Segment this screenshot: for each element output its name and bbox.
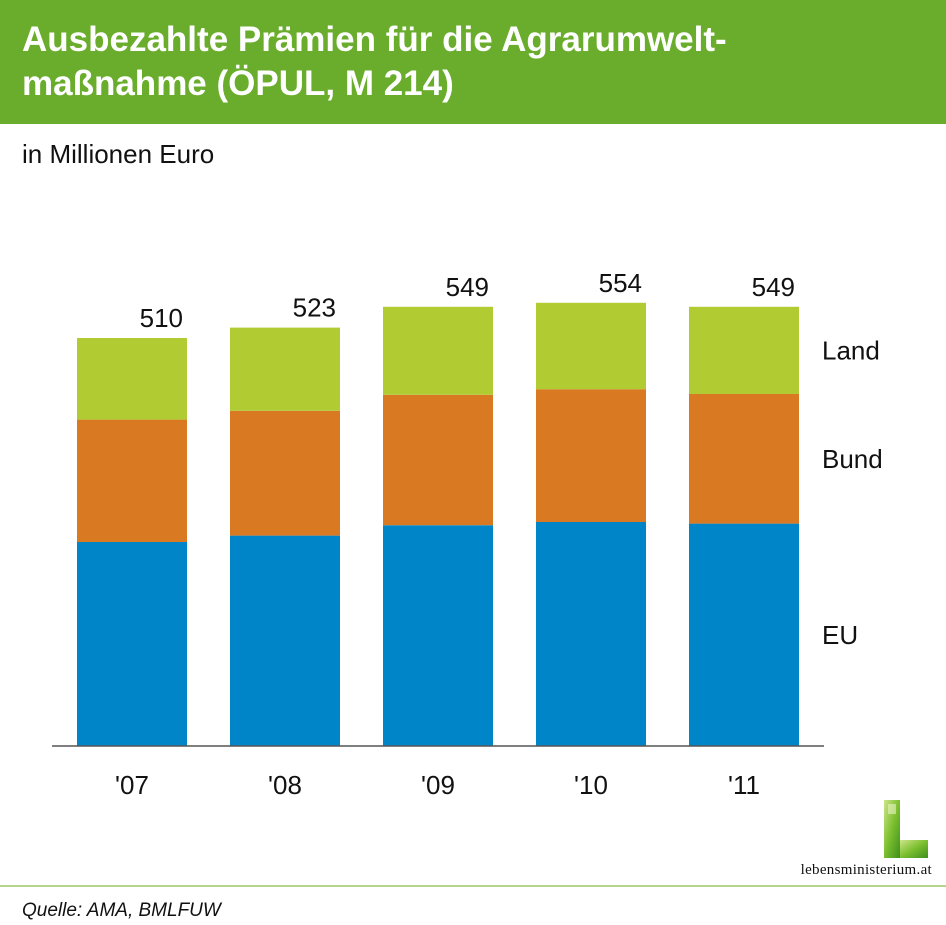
total-label-1: 523 bbox=[293, 293, 336, 323]
x-tick-label-1: '08 bbox=[268, 770, 302, 800]
x-tick-label-2: '09 bbox=[421, 770, 455, 800]
bar-eu-2 bbox=[383, 525, 493, 746]
legend-land: Land bbox=[822, 335, 880, 365]
bar-bund-0 bbox=[77, 419, 187, 542]
bar-eu-0 bbox=[77, 542, 187, 746]
legend-eu: EU bbox=[822, 620, 858, 650]
source-divider bbox=[0, 885, 946, 887]
legend-bund: Bund bbox=[822, 444, 883, 474]
title-line-1: Ausbezahlte Prämien für die Agrarumwelt- bbox=[22, 20, 727, 59]
bar-bund-1 bbox=[230, 410, 340, 536]
x-tick-label-0: '07 bbox=[115, 770, 149, 800]
stacked-bar-chart: 510 '07 523 '08 549 '09 554 '10 549 '11 EU Bund Land bbox=[52, 268, 883, 800]
source-note: Quelle: AMA, BMLFUW bbox=[22, 900, 221, 921]
bar-land-3 bbox=[536, 302, 646, 390]
bar-eu-4 bbox=[689, 523, 799, 746]
bar-eu-3 bbox=[536, 522, 646, 746]
page-title: Ausbezahlte Prämien für die Agrarumwelt-… bbox=[22, 18, 922, 106]
x-tick-label-3: '10 bbox=[574, 770, 608, 800]
bar-land-0 bbox=[77, 338, 187, 420]
bar-land-4 bbox=[689, 306, 799, 394]
bar-land-2 bbox=[383, 306, 493, 395]
total-label-0: 510 bbox=[140, 303, 183, 333]
bar-eu-1 bbox=[230, 535, 340, 746]
title-line-2: maßnahme (ÖPUL, M 214) bbox=[22, 64, 454, 103]
bar-bund-4 bbox=[689, 394, 799, 524]
unit-label: in Millionen Euro bbox=[22, 139, 215, 169]
logo-text: lebensministerium.at bbox=[800, 862, 932, 878]
bar-land-1 bbox=[230, 327, 340, 411]
x-tick-label-4: '11 bbox=[728, 770, 760, 800]
bar-bund-2 bbox=[383, 394, 493, 526]
total-label-4: 549 bbox=[752, 272, 795, 302]
total-label-3: 554 bbox=[599, 268, 642, 298]
total-label-2: 549 bbox=[446, 272, 489, 302]
title-banner: Ausbezahlte Prämien für die Agrarumwelt-… bbox=[0, 0, 946, 124]
lebensministerium-logo: lebensministerium.at bbox=[782, 800, 932, 880]
lebensministerium-L-logo-icon bbox=[884, 800, 928, 858]
bar-bund-3 bbox=[536, 389, 646, 522]
